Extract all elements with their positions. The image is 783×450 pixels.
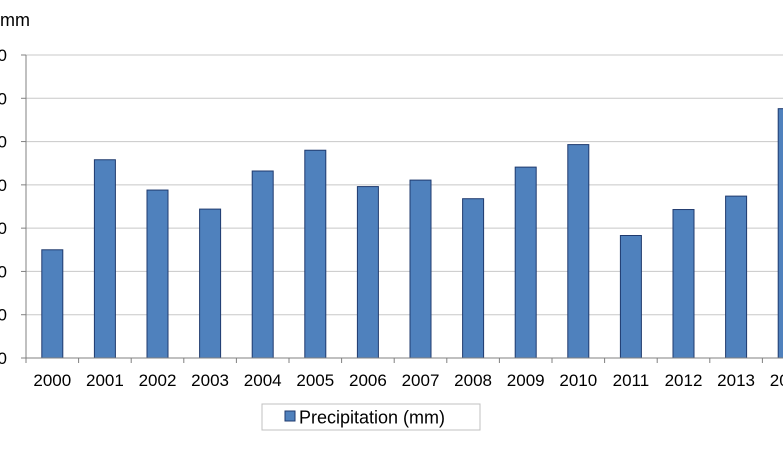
x-tick-label: 2013 [717,371,755,390]
x-tick-label: 2012 [665,371,703,390]
bar-2010 [567,144,590,359]
bars [41,108,783,359]
gridlines [26,54,783,316]
bar-2014 [777,108,783,359]
x-tick-label: 2006 [349,371,387,390]
legend-swatch [284,410,296,422]
legend-box [261,403,481,431]
y-tick-label: 400 [0,176,7,195]
x-tick-label: 2002 [139,371,177,390]
x-tick-label: 2003 [191,371,229,390]
bar-2006 [356,186,379,359]
bar-2005 [304,149,327,359]
bar-2000 [41,249,64,359]
x-tick-label: 2005 [296,371,334,390]
bar-2011 [619,235,642,359]
y-axis-title: mm [0,10,30,30]
bar-2002 [146,189,169,359]
y-tick-label: 500 [0,133,7,152]
bar-2008 [462,198,485,359]
bar-2012 [672,209,695,359]
bar-2009 [514,166,537,359]
x-tick-label: 2001 [86,371,124,390]
legend-label: Precipitation (mm) [299,408,445,428]
x-tick-label: 2009 [507,371,545,390]
y-tick-label: 100 [0,306,7,325]
y-tick-label: 0 [0,349,7,368]
x-tick-label: 2011 [613,371,650,390]
x-tick-label: 2007 [402,371,440,390]
x-tick-label: 2000 [33,371,71,390]
y-tick-label: 300 [0,219,7,238]
x-tick-label: 2008 [454,371,492,390]
y-tick-label: 700 [0,46,7,65]
x-tick-label: 2014 [770,371,783,390]
axes [21,54,783,363]
y-tick-label: 200 [0,262,7,281]
legend: Precipitation (mm) [261,403,481,431]
bar-2001 [93,159,116,359]
x-tick-label: 2010 [559,371,597,390]
bar-2003 [199,208,222,359]
bar-2013 [725,195,748,359]
bar-2004 [251,170,274,359]
y-tick-label: 600 [0,89,7,108]
x-tick-label: 2004 [244,371,282,390]
bar-2007 [409,179,432,359]
tick-labels: 0 100 200 300 400 500 600 700 2000 2001 2002 2003 20… [0,46,783,390]
